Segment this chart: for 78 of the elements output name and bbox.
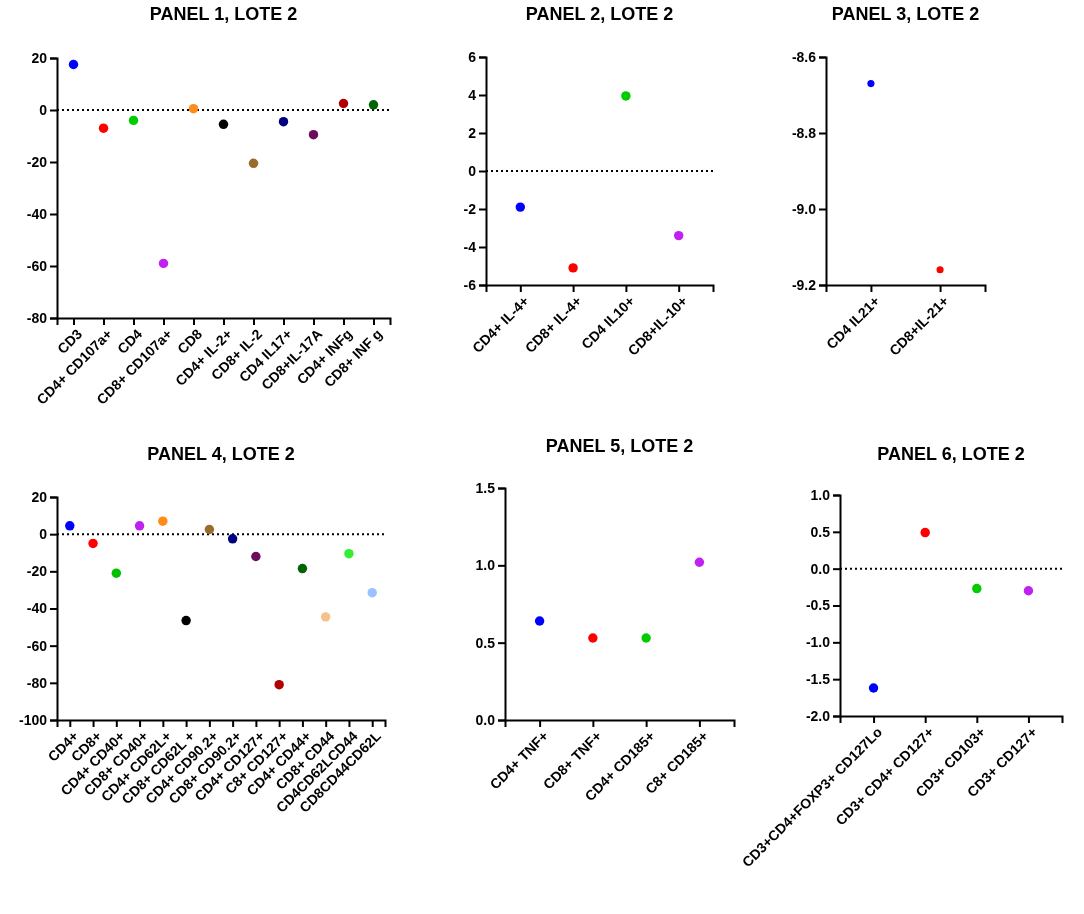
y-tick-label: -2.0 (805, 707, 831, 724)
y-tick-label: -20 (26, 153, 48, 170)
y-tick-label: -60 (26, 257, 48, 274)
y-tick-label: -60 (26, 637, 48, 654)
y-tick-label: 4 (468, 86, 477, 103)
chart-title: PANEL 5, LOTE 2 (545, 436, 694, 456)
y-tick-label: -80 (26, 309, 48, 326)
point (308, 129, 319, 140)
point (868, 683, 879, 693)
y-tick-label: 1.0 (475, 557, 496, 574)
point (534, 616, 545, 626)
point (158, 258, 169, 269)
y-tick-label: -8.6 (791, 48, 817, 65)
y-tick-label: -0.5 (805, 597, 831, 614)
y-tick-label: 6 (468, 48, 477, 65)
y-tick-label: -1.5 (805, 671, 831, 688)
point (68, 59, 79, 70)
y-tick-label: 0.0 (810, 560, 831, 577)
y-tick-label: -80 (26, 674, 48, 691)
point (920, 527, 930, 538)
y-tick-label: 0 (468, 162, 477, 179)
y-tick-label: -40 (26, 600, 48, 617)
y-tick-label: 0.0 (475, 711, 496, 728)
point (134, 521, 145, 531)
y-tick-label: -8.8 (791, 124, 817, 141)
chart-title: PANEL 6, LOTE 2 (877, 444, 1025, 464)
y-tick-label: 20 (31, 49, 48, 66)
y-tick-label: 20 (31, 488, 48, 505)
point (158, 516, 168, 526)
point (204, 524, 215, 535)
point (251, 551, 261, 562)
point (694, 557, 705, 567)
y-tick-label: 0.5 (810, 523, 831, 540)
y-tick-label: 1.5 (475, 479, 496, 496)
point (188, 103, 199, 114)
y-tick-label: 0.5 (475, 634, 496, 651)
point (972, 583, 982, 594)
point (297, 563, 308, 574)
point (673, 230, 684, 241)
point (320, 612, 331, 622)
point (181, 615, 191, 626)
point (621, 91, 631, 101)
chart-title: PANEL 3, LOTE 2 (831, 4, 980, 24)
y-tick-label: -4 (463, 238, 477, 255)
chart-title: PANEL 1, LOTE 2 (149, 4, 298, 24)
chart-title: PANEL 4, LOTE 2 (147, 444, 295, 464)
y-tick-label: -100 (18, 711, 48, 728)
point (568, 263, 578, 273)
y-tick-label: -1.0 (805, 634, 831, 651)
point (515, 202, 526, 212)
point (367, 587, 377, 598)
chart-title: PANEL 2, LOTE 2 (525, 4, 674, 24)
y-tick-label: -9.0 (791, 200, 817, 217)
point (368, 100, 379, 110)
point (641, 633, 651, 643)
point (588, 633, 598, 643)
point (274, 679, 284, 690)
point (128, 115, 139, 126)
y-tick-label: 1.0 (810, 486, 831, 503)
point (98, 123, 109, 133)
point (218, 119, 229, 130)
point (248, 158, 259, 169)
point (278, 116, 289, 127)
y-tick-label: -20 (26, 563, 48, 580)
point (88, 538, 98, 549)
point (338, 98, 349, 109)
point (344, 548, 354, 559)
point (111, 568, 122, 578)
y-tick-label: -9.2 (791, 276, 817, 293)
y-tick-label: 0 (39, 526, 48, 543)
y-tick-label: 2 (468, 124, 477, 141)
y-tick-label: -40 (26, 205, 48, 222)
y-tick-label: 0 (39, 101, 48, 118)
y-tick-label: -6 (463, 276, 477, 293)
point (227, 534, 238, 544)
point (1023, 586, 1034, 596)
y-tick-label: -2 (463, 200, 477, 217)
point (65, 521, 75, 531)
